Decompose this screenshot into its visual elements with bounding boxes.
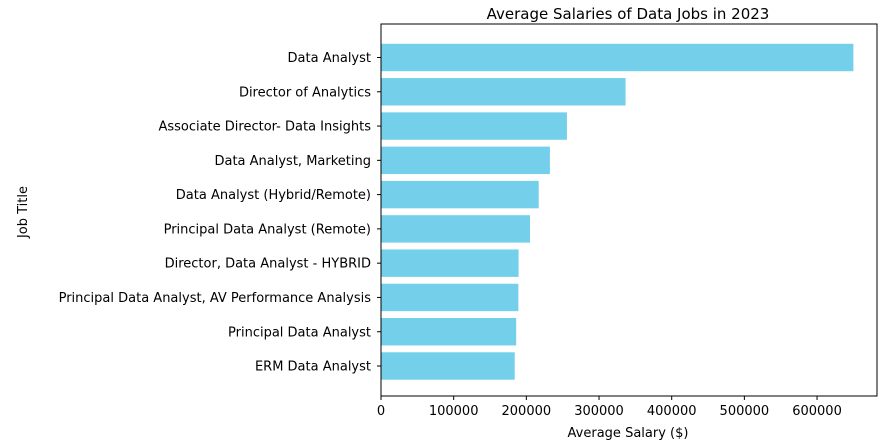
y-tick-label: Associate Director- Data Insights bbox=[158, 120, 371, 135]
y-tick-label: Principal Data Analyst, AV Performance A… bbox=[59, 291, 372, 306]
bar-3 bbox=[381, 146, 550, 175]
y-tick-label: Principal Data Analyst (Remote) bbox=[164, 222, 371, 237]
y-tick-label: Data Analyst, Marketing bbox=[214, 154, 371, 169]
bar-2 bbox=[381, 112, 567, 140]
chart-title: Average Salaries of Data Jobs in 2023 bbox=[487, 5, 770, 23]
bar-1 bbox=[381, 78, 626, 106]
bar-6 bbox=[381, 249, 519, 277]
y-tick-label: Principal Data Analyst bbox=[228, 325, 371, 340]
bar-5 bbox=[381, 215, 530, 243]
x-tick-label: 200000 bbox=[502, 404, 552, 419]
y-tick-label: Data Analyst (Hybrid/Remote) bbox=[176, 188, 371, 203]
bar-0 bbox=[381, 43, 854, 72]
y-axis-ticks: Data Analyst Director of Analytics Associa… bbox=[59, 51, 381, 375]
bar-7 bbox=[381, 283, 519, 312]
bar-4 bbox=[381, 180, 539, 209]
y-tick-label: Director, Data Analyst - HYBRID bbox=[165, 257, 371, 272]
x-tick-label: 600000 bbox=[792, 404, 842, 419]
y-tick-label: Data Analyst bbox=[288, 51, 371, 66]
y-axis-label: Job Title bbox=[16, 186, 31, 239]
x-tick-label: 500000 bbox=[720, 404, 770, 419]
x-axis-label: Average Salary ($) bbox=[568, 426, 689, 441]
bars-group bbox=[381, 43, 854, 380]
x-axis-ticks: 0 100000 200000 300000 400000 500000 600000 bbox=[377, 396, 842, 419]
y-tick-label: Director of Analytics bbox=[239, 85, 371, 100]
y-tick-label: ERM Data Analyst bbox=[255, 360, 371, 375]
x-tick-label: 0 bbox=[377, 404, 385, 419]
x-tick-label: 100000 bbox=[429, 404, 479, 419]
bar-9 bbox=[381, 352, 515, 380]
plot-frame bbox=[380, 23, 878, 397]
x-tick-label: 400000 bbox=[647, 404, 697, 419]
x-tick-label: 300000 bbox=[574, 404, 624, 419]
bar-8 bbox=[381, 318, 517, 346]
